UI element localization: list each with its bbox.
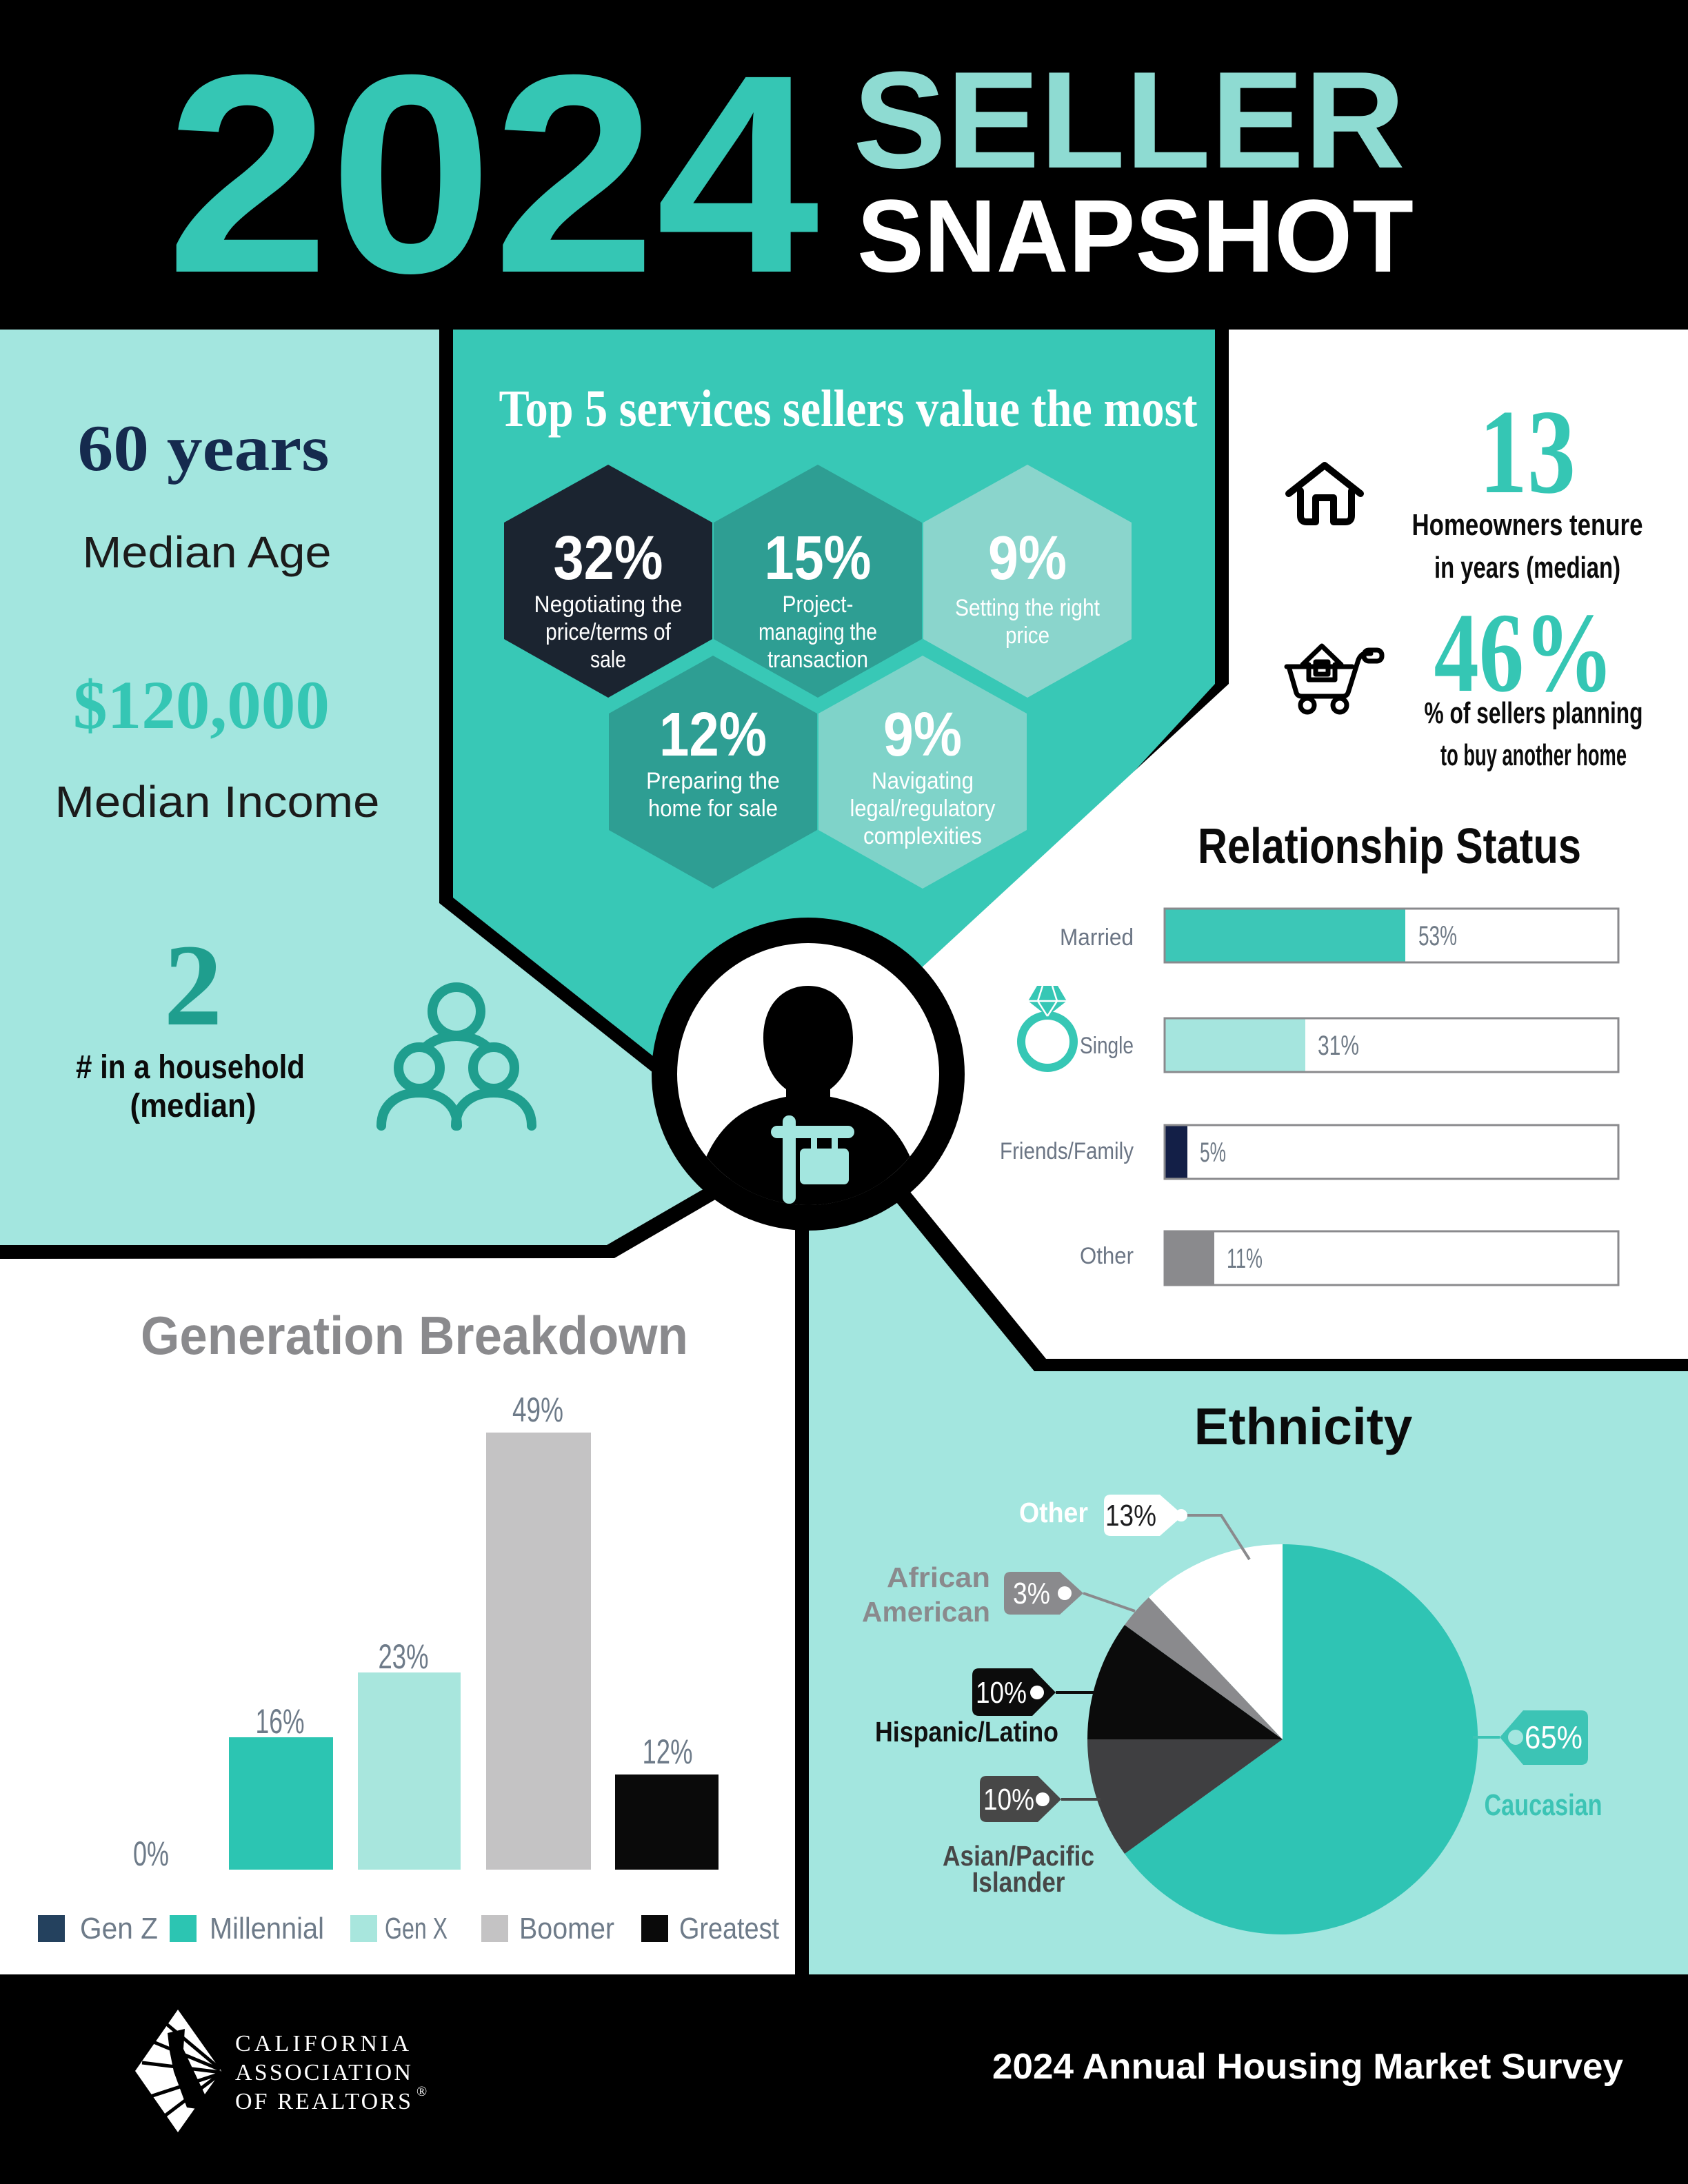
svg-text:Single: Single [1080, 1033, 1134, 1059]
svg-text:Relationship Status: Relationship Status [1198, 819, 1581, 874]
svg-text:Project-: Project- [783, 592, 854, 618]
svg-text:Homeowners tenure: Homeowners tenure [1412, 508, 1643, 542]
svg-text:ASSOCIATION: ASSOCIATION [235, 2060, 411, 2085]
svg-text:Gen Z: Gen Z [80, 1912, 158, 1945]
svg-text:Friends/Family: Friends/Family [1000, 1138, 1134, 1164]
svg-text:Preparing the: Preparing the [646, 768, 780, 794]
svg-text:Hispanic/Latino: Hispanic/Latino [875, 1716, 1058, 1748]
svg-text:Ethnicity: Ethnicity [1194, 1397, 1413, 1455]
svg-text:46%: 46% [1434, 589, 1614, 716]
svg-text:10%: 10% [983, 1783, 1034, 1817]
svg-text:Median Age: Median Age [83, 527, 332, 577]
svg-text:10%: 10% [976, 1676, 1027, 1710]
svg-text:0%: 0% [133, 1834, 169, 1873]
svg-text:2024 Annual Housing Market Sur: 2024 Annual Housing Market Survey [992, 2047, 1623, 2087]
svg-text:Greatest: Greatest [679, 1912, 779, 1945]
svg-text:12%: 12% [643, 1732, 693, 1771]
svg-text:Top 5 services sellers value t: Top 5 services sellers value the most [499, 380, 1198, 438]
svg-text:2: 2 [164, 920, 223, 1050]
svg-text:5%: 5% [1200, 1138, 1226, 1168]
svg-text:OF REALTORS: OF REALTORS [235, 2089, 411, 2114]
svg-text:Median Income: Median Income [55, 777, 380, 827]
svg-text:60 years: 60 years [78, 412, 330, 485]
svg-text:African: African [887, 1561, 990, 1593]
svg-text:32%: 32% [554, 524, 663, 593]
svg-text:Boomer: Boomer [519, 1912, 614, 1945]
svg-text:Millennial: Millennial [210, 1912, 324, 1945]
svg-text:transaction: transaction [767, 647, 868, 673]
svg-text:Setting the right: Setting the right [955, 595, 1100, 621]
svg-text:11%: 11% [1227, 1244, 1263, 1274]
svg-text:(median): (median) [130, 1088, 257, 1124]
svg-text:16%: 16% [256, 1702, 305, 1741]
svg-text:CALIFORNIA: CALIFORNIA [235, 2031, 409, 2056]
svg-text:Islander: Islander [972, 1866, 1065, 1898]
svg-text:Navigating: Navigating [872, 768, 974, 794]
svg-text:Caucasian: Caucasian [1485, 1788, 1602, 1822]
svg-text:53%: 53% [1418, 921, 1457, 951]
svg-text:Other: Other [1019, 1497, 1088, 1528]
svg-text:in years (median): in years (median) [1434, 551, 1620, 585]
svg-text:Negotiating the: Negotiating the [534, 592, 683, 618]
svg-text:$120,000: $120,000 [73, 667, 330, 743]
svg-text:price/terms of: price/terms of [545, 619, 671, 645]
svg-text:sale: sale [590, 647, 626, 673]
svg-text:15%: 15% [765, 524, 872, 593]
svg-text:Married: Married [1060, 924, 1134, 951]
svg-text:31%: 31% [1318, 1031, 1359, 1061]
svg-text:home for sale: home for sale [648, 796, 778, 822]
svg-text:9%: 9% [988, 524, 1067, 593]
svg-text:49%: 49% [512, 1391, 563, 1429]
svg-text:2024: 2024 [166, 16, 821, 332]
svg-text:to buy another home: to buy another home [1440, 738, 1627, 772]
svg-text:legal/regulatory: legal/regulatory [850, 796, 996, 822]
svg-text:% of sellers planning: % of sellers planning [1425, 696, 1643, 730]
svg-text:SELLER: SELLER [853, 43, 1405, 197]
svg-text:23%: 23% [379, 1637, 429, 1676]
svg-text:American: American [862, 1596, 990, 1628]
svg-text:price: price [1005, 623, 1049, 649]
svg-text:Other: Other [1080, 1243, 1134, 1269]
svg-text:managing the: managing the [758, 619, 877, 645]
svg-text:Asian/Pacific: Asian/Pacific [943, 1840, 1094, 1872]
svg-text:65%: 65% [1525, 1719, 1582, 1755]
svg-text:SNAPSHOT: SNAPSHOT [857, 178, 1414, 294]
svg-text:3%: 3% [1013, 1577, 1050, 1610]
svg-text:Gen X: Gen X [385, 1912, 448, 1945]
svg-text:9%: 9% [883, 700, 962, 769]
svg-text:13: 13 [1479, 385, 1576, 518]
svg-text:12%: 12% [659, 700, 767, 769]
svg-text:Generation Breakdown: Generation Breakdown [141, 1305, 688, 1366]
svg-text:13%: 13% [1105, 1499, 1156, 1533]
svg-text:# in a household: # in a household [76, 1049, 305, 1086]
svg-text:®: ® [416, 2084, 427, 2099]
svg-text:complexities: complexities [863, 823, 982, 849]
